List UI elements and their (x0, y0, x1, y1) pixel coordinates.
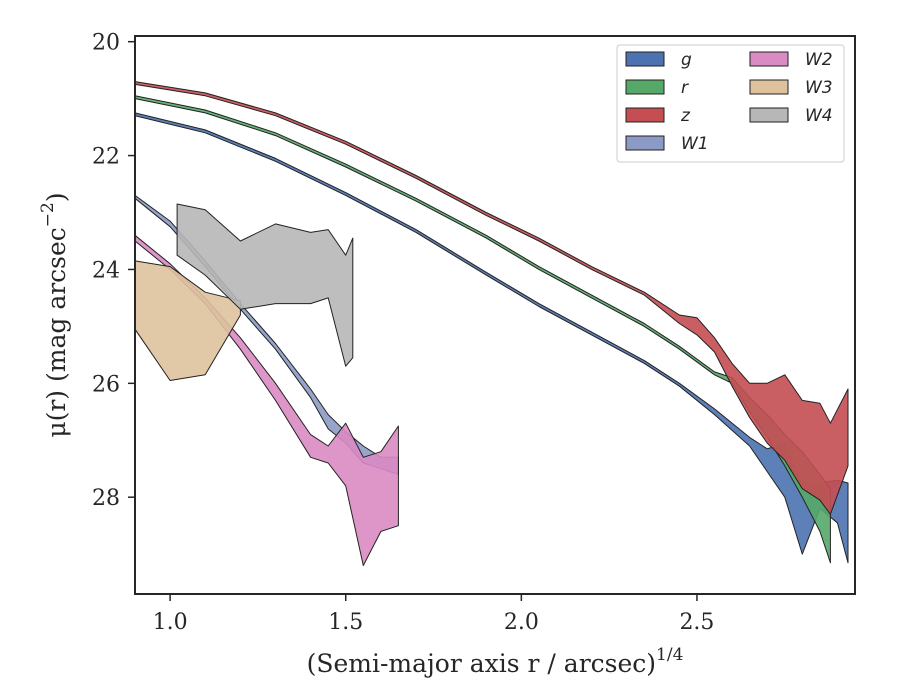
y-axis-label-suffix: ) (42, 192, 71, 202)
y-tick-label: 24 (92, 258, 120, 283)
series-band-g (135, 112, 849, 564)
legend-label-w4: W4 (805, 106, 833, 126)
legend: grz W1 W2 W3 W4 (616, 44, 845, 163)
y-axis: 20 22 24 26 28 (92, 31, 135, 511)
y-axis-label: μ(r) (mag arcsec−2) (38, 192, 71, 437)
series-band-w4 (176, 203, 354, 367)
series-band-z (135, 81, 849, 515)
x-tick-label: 1.5 (328, 610, 363, 635)
x-axis-label-superscript: 1/4 (656, 645, 683, 665)
y-tick-label: 22 (92, 145, 120, 170)
legend-label-w1: W1 (681, 134, 709, 154)
x-tick-label: 2.5 (679, 610, 714, 635)
x-tick-label: 1.0 (153, 610, 188, 635)
plot-frame (134, 35, 856, 595)
y-tick-label: 20 (92, 31, 120, 56)
legend-swatch-w4 (749, 107, 789, 123)
x-tick-label: 2.0 (504, 610, 539, 635)
legend-label-g: g (681, 50, 692, 70)
series-band-r (135, 95, 831, 564)
y-tick-label: 28 (92, 486, 120, 511)
legend-label-z: z (680, 106, 691, 126)
series-band-w3 (135, 260, 241, 381)
legend-label-w2: W2 (805, 50, 833, 70)
legend-swatch-w2 (749, 51, 789, 67)
y-tick-label: 26 (92, 372, 120, 397)
x-axis-label-text: (Semi-major axis r / arcsec) (307, 649, 656, 678)
legend-label-r: r (681, 78, 689, 98)
x-axis-label: (Semi-major axis r / arcsec)1/4 (307, 645, 684, 678)
y-axis-label-text: μ(r) (mag arcsec (42, 227, 71, 437)
legend-swatch-z (625, 107, 665, 123)
x-axis: 1.0 1.5 2.0 2.5 (153, 594, 714, 635)
legend-swatch-g (625, 51, 665, 67)
legend-box (616, 44, 845, 163)
legend-label-w3: W3 (805, 78, 833, 98)
legend-swatch-w1 (625, 135, 665, 151)
legend-swatch-w3 (749, 79, 789, 95)
y-axis-label-superscript: −2 (38, 202, 58, 227)
legend-swatch-r (625, 79, 665, 95)
plot-area (135, 81, 849, 566)
